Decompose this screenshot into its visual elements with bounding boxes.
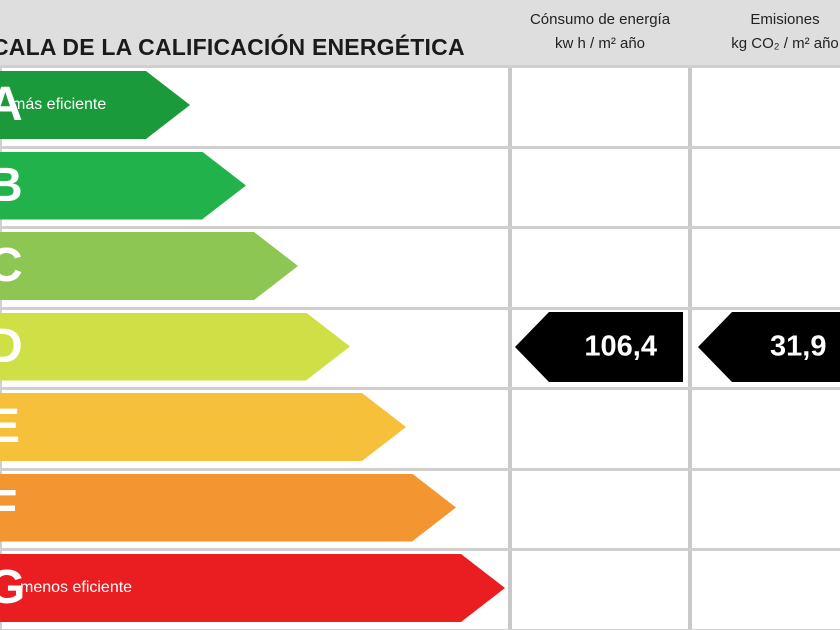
band-letter: B [0, 158, 23, 212]
grid-line-row [0, 548, 840, 551]
emissions-column-title: Emisiones [750, 11, 820, 28]
emissions-column-unit: kg CO₂ / m² año [731, 35, 839, 52]
grid-line-row [0, 65, 840, 68]
grid-line-row [0, 628, 840, 630]
band-letter: D [0, 319, 23, 373]
band-f: F [0, 474, 456, 542]
emissions-column-header: Emisiones kg CO₂ / m² año [700, 8, 840, 56]
grid-line-row [0, 145, 840, 149]
band-note: más eficiente [12, 96, 107, 113]
band-b: B [0, 152, 246, 220]
band-note: menos eficiente [20, 579, 133, 596]
grid-line-row [0, 226, 840, 229]
energy-column-header: Cónsumo de energía kw h / m² año [505, 8, 695, 56]
emissions-value-marker: 31,9 [698, 312, 840, 382]
grid-line-row [0, 306, 840, 310]
band-letter: F [0, 480, 18, 534]
band-letter: G [0, 561, 26, 614]
grid-line-energy-right [688, 66, 692, 630]
band-e: E [0, 393, 406, 461]
energy-column-unit: kw h / m² año [554, 35, 646, 52]
chart-title: CALA DE LA CALIFICACIÓN ENERGÉTICA [0, 34, 465, 60]
band-c: C [0, 232, 298, 300]
grid-line-row [0, 387, 840, 390]
grid-line-row [0, 467, 840, 471]
band-letter: E [0, 400, 21, 453]
band-letter: A [0, 78, 23, 131]
emissions-value: 31,9 [770, 330, 827, 363]
band-d: D [0, 313, 350, 381]
energy-value-marker: 106,4 [515, 312, 683, 382]
band-letter: C [0, 239, 23, 292]
grid-line-energy-left [508, 66, 512, 630]
header-bar [0, 0, 840, 66]
energy-value: 106,4 [584, 330, 657, 363]
energy-column-title: Cónsumo de energía [529, 11, 671, 28]
